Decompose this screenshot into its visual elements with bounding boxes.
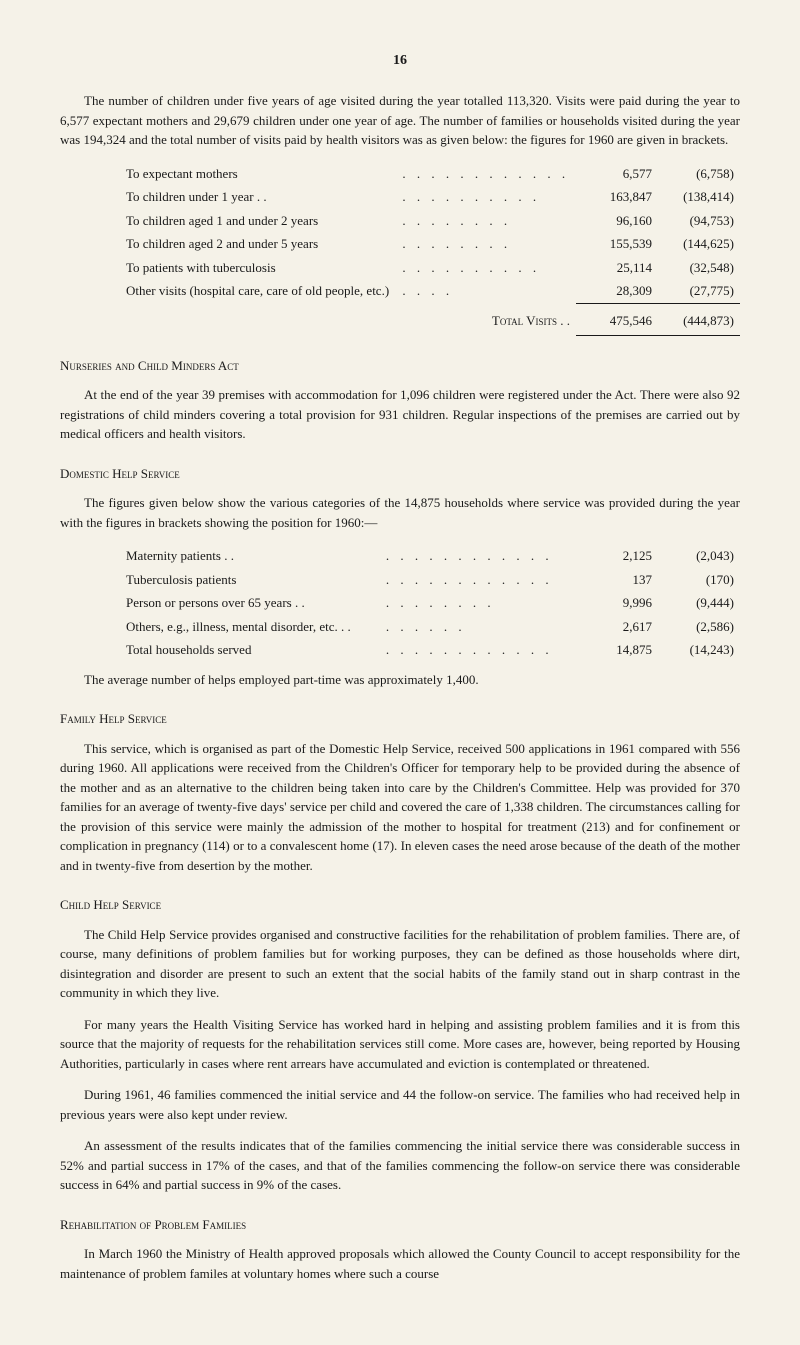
table-row: To children under 1 year . .. . . . . . … xyxy=(120,185,740,209)
row-dots: . . . . . . . . . . . . xyxy=(396,162,576,186)
row-value: 155,539 xyxy=(576,232,658,256)
row-dots: . . . . . . . . . . xyxy=(396,256,576,280)
row-value: 96,160 xyxy=(576,209,658,233)
row-dots: . . . . . . . . xyxy=(396,209,576,233)
row-bracket: (138,414) xyxy=(658,185,740,209)
total-bracket: (444,873) xyxy=(658,303,740,335)
row-label: To children aged 1 and under 2 years xyxy=(120,209,396,233)
row-dots: . . . . . . . . . . . . xyxy=(380,544,576,568)
para-childhelp-1: The Child Help Service provides organise… xyxy=(60,925,740,1003)
row-bracket: (32,548) xyxy=(658,256,740,280)
heading-domestic: Domestic Help Service xyxy=(60,464,740,484)
row-dots: . . . . . . . . . . . . xyxy=(380,638,576,662)
row-label: Maternity patients . . xyxy=(120,544,380,568)
row-bracket: (144,625) xyxy=(658,232,740,256)
row-label: To children under 1 year . . xyxy=(120,185,396,209)
para-childhelp-2: For many years the Health Visiting Servi… xyxy=(60,1015,740,1074)
row-label: Others, e.g., illness, mental disorder, … xyxy=(120,615,380,639)
row-value: 14,875 xyxy=(576,638,658,662)
row-value: 9,996 xyxy=(576,591,658,615)
row-bracket: (94,753) xyxy=(658,209,740,233)
table-row: Maternity patients . .. . . . . . . . . … xyxy=(120,544,740,568)
row-dots: . . . . . . . . xyxy=(396,232,576,256)
domestic-table: Maternity patients . .. . . . . . . . . … xyxy=(120,544,740,662)
para-domestic-intro: The figures given below show the various… xyxy=(60,493,740,532)
row-value: 137 xyxy=(576,568,658,592)
total-row: Total Visits . .475,546(444,873) xyxy=(120,303,740,335)
row-label: To expectant mothers xyxy=(120,162,396,186)
para-rehab: In March 1960 the Ministry of Health app… xyxy=(60,1244,740,1283)
row-dots: . . . . xyxy=(396,279,576,303)
heading-family: Family Help Service xyxy=(60,709,740,729)
table-row: To patients with tuberculosis. . . . . .… xyxy=(120,256,740,280)
row-bracket: (170) xyxy=(658,568,740,592)
row-label: To children aged 2 and under 5 years xyxy=(120,232,396,256)
heading-nurseries: Nurseries and Child Minders Act xyxy=(60,356,740,376)
row-bracket: (9,444) xyxy=(658,591,740,615)
table-row: Total households served. . . . . . . . .… xyxy=(120,638,740,662)
row-label: Person or persons over 65 years . . xyxy=(120,591,380,615)
row-bracket: (6,758) xyxy=(658,162,740,186)
row-value: 2,125 xyxy=(576,544,658,568)
row-value: 28,309 xyxy=(576,279,658,303)
para-childhelp-4: An assessment of the results indicates t… xyxy=(60,1136,740,1195)
table-row: To children aged 1 and under 2 years. . … xyxy=(120,209,740,233)
para-family: This service, which is organised as part… xyxy=(60,739,740,876)
row-label: Tuberculosis patients xyxy=(120,568,380,592)
para-childhelp-3: During 1961, 46 families commenced the i… xyxy=(60,1085,740,1124)
table-row: To children aged 2 and under 5 years. . … xyxy=(120,232,740,256)
intro-paragraph: The number of children under five years … xyxy=(60,91,740,150)
row-bracket: (2,043) xyxy=(658,544,740,568)
row-label: Total households served xyxy=(120,638,380,662)
total-label: Total Visits . . xyxy=(396,303,576,335)
table-row: Others, e.g., illness, mental disorder, … xyxy=(120,615,740,639)
total-value: 475,546 xyxy=(576,303,658,335)
row-label: Other visits (hospital care, care of old… xyxy=(120,279,396,303)
row-value: 6,577 xyxy=(576,162,658,186)
table-row: Tuberculosis patients. . . . . . . . . .… xyxy=(120,568,740,592)
para-nurseries: At the end of the year 39 premises with … xyxy=(60,385,740,444)
row-value: 2,617 xyxy=(576,615,658,639)
row-dots: . . . . . . . . xyxy=(380,591,576,615)
para-domestic-tail: The average number of helps employed par… xyxy=(60,670,740,690)
visits-table: To expectant mothers. . . . . . . . . . … xyxy=(120,162,740,336)
row-bracket: (2,586) xyxy=(658,615,740,639)
table-row: To expectant mothers. . . . . . . . . . … xyxy=(120,162,740,186)
row-dots: . . . . . . . . . . xyxy=(396,185,576,209)
table-row: Person or persons over 65 years . .. . .… xyxy=(120,591,740,615)
row-value: 163,847 xyxy=(576,185,658,209)
row-bracket: (14,243) xyxy=(658,638,740,662)
row-label: To patients with tuberculosis xyxy=(120,256,396,280)
row-dots: . . . . . . xyxy=(380,615,576,639)
heading-rehab: Rehabilitation of Problem Families xyxy=(60,1215,740,1235)
row-bracket: (27,775) xyxy=(658,279,740,303)
heading-childhelp: Child Help Service xyxy=(60,895,740,915)
row-dots: . . . . . . . . . . . . xyxy=(380,568,576,592)
row-value: 25,114 xyxy=(576,256,658,280)
page-number: 16 xyxy=(60,50,740,71)
table-row: Other visits (hospital care, care of old… xyxy=(120,279,740,303)
